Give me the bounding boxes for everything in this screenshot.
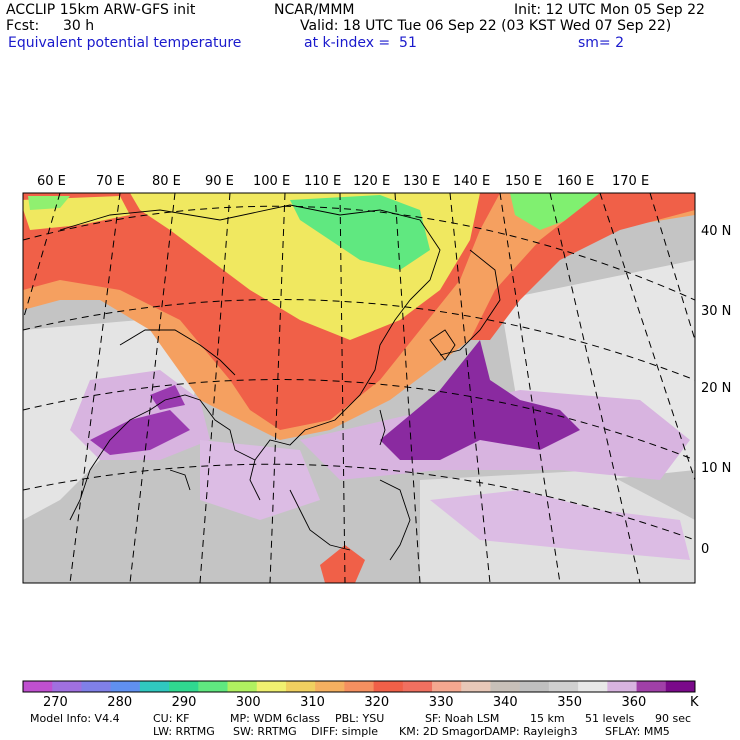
model-title: ACCLIP 15km ARW-GFS init xyxy=(6,2,196,18)
colorbar-swatch xyxy=(578,681,608,692)
lon-label: 140 E xyxy=(453,174,490,189)
colorbar-swatch xyxy=(256,681,287,692)
lon-label: 90 E xyxy=(205,174,234,189)
level-label: at k-index = 51 xyxy=(304,35,417,51)
light-purple-region xyxy=(430,490,690,560)
colorbar-swatch xyxy=(139,681,170,692)
dark-purple-region xyxy=(380,340,580,460)
smoothing-label: sm= 2 xyxy=(578,35,625,51)
colorbar-swatch xyxy=(665,681,696,692)
colorbar-swatch xyxy=(198,681,229,692)
colorbar-swatch xyxy=(315,681,345,692)
footer-model-info: Model Info: V4.4 xyxy=(30,712,120,725)
valid-time: Valid: 18 UTC Tue 06 Sep 22 (03 KST Wed … xyxy=(300,18,672,34)
footer-km: KM: 2D Smagor xyxy=(399,725,485,738)
colorbar-swatch xyxy=(461,681,491,692)
lon-label: 120 E xyxy=(353,174,390,189)
colorbar-tick-label: 360 xyxy=(622,695,647,710)
longitude-labels: 60 E 70 E 80 E 90 E 100 E 110 E 120 E 13… xyxy=(37,174,649,189)
lon-label: 170 E xyxy=(612,174,649,189)
forecast-label: Fcst: xyxy=(6,18,40,34)
colorbar-swatch xyxy=(23,681,53,692)
lat-label: 20 N xyxy=(701,381,731,396)
colorbar-unit: K xyxy=(690,695,699,710)
colorbar-swatch xyxy=(344,681,375,692)
colorbar-swatch xyxy=(373,681,404,692)
org-label: NCAR/MMM xyxy=(274,2,355,18)
footer-pbl: PBL: YSU xyxy=(335,712,385,725)
colorbar-tick-label: 350 xyxy=(557,695,582,710)
colorbar-swatch xyxy=(285,681,316,692)
lat-label: 0 xyxy=(701,542,709,557)
colorbar-swatch xyxy=(607,681,638,692)
green-region xyxy=(510,193,600,230)
colorbar-tick-label: 330 xyxy=(429,695,454,710)
colorbar-swatch xyxy=(81,681,112,692)
colorbar-tick-label: 300 xyxy=(236,695,261,710)
forecast-hour: 30 h xyxy=(63,18,95,34)
colorbar-swatch xyxy=(52,681,82,692)
lat-label: 10 N xyxy=(701,461,731,476)
lat-label: 30 N xyxy=(701,304,731,319)
green-region xyxy=(28,196,70,210)
map-field xyxy=(23,193,695,583)
colorbar-swatch xyxy=(169,681,199,692)
lon-label: 80 E xyxy=(152,174,181,189)
colorbar-swatch xyxy=(402,681,433,692)
footer-diff: DIFF: simple xyxy=(311,725,379,738)
dark-purple-region xyxy=(90,410,190,455)
coastlines xyxy=(59,204,501,561)
footer-levels: 51 levels xyxy=(585,712,635,725)
footer-mp: MP: WDM 6class xyxy=(230,712,320,725)
lon-label: 60 E xyxy=(37,174,66,189)
light-purple-region xyxy=(200,440,320,520)
colorbar-frame xyxy=(22,680,696,693)
lon-label: 130 E xyxy=(403,174,440,189)
lon-label: 100 E xyxy=(253,174,290,189)
latitude-labels: 40 N 30 N 20 N 10 N 0 xyxy=(701,224,731,557)
colorbar-tick-label: 280 xyxy=(107,695,132,710)
init-time: Init: 12 UTC Mon 05 Sep 22 xyxy=(514,2,705,18)
lon-label: 110 E xyxy=(304,174,341,189)
colorbar-swatch xyxy=(548,681,579,692)
graticule xyxy=(23,193,695,583)
footer-damp: DAMP: Rayleigh3 xyxy=(484,725,578,738)
map-frame xyxy=(22,192,696,584)
colorbar xyxy=(23,681,696,692)
footer-sw: SW: RRTMG xyxy=(233,725,297,738)
colorbar-swatch xyxy=(227,681,258,692)
footer-sflay: SFLAY: MM5 xyxy=(605,725,670,738)
lon-label: 150 E xyxy=(505,174,542,189)
footer-cu: CU: KF xyxy=(153,712,190,725)
colorbar-tick-label: 320 xyxy=(364,695,389,710)
colorbar-swatch xyxy=(519,681,550,692)
lon-label: 160 E xyxy=(557,174,594,189)
colorbar-tick-label: 270 xyxy=(43,695,68,710)
lat-label: 40 N xyxy=(701,224,731,239)
footer-resolution: 15 km xyxy=(530,712,565,725)
field-name: Equivalent potential temperature xyxy=(8,35,242,51)
colorbar-swatch xyxy=(110,681,141,692)
lon-label: 70 E xyxy=(96,174,125,189)
colorbar-tick-label: 310 xyxy=(300,695,325,710)
colorbar-swatch xyxy=(490,681,521,692)
red-region xyxy=(470,193,695,340)
colorbar-labels: 270 280 290 300 310 320 330 340 350 360 xyxy=(43,695,646,710)
colorbar-tick-label: 340 xyxy=(493,695,518,710)
colorbar-tick-label: 290 xyxy=(172,695,197,710)
footer-sf: SF: Noah LSM xyxy=(425,712,500,725)
colorbar-swatch xyxy=(432,681,462,692)
footer-timestep: 90 sec xyxy=(655,712,692,725)
footer-lw: LW: RRTMG xyxy=(153,725,215,738)
red-region xyxy=(320,545,365,583)
colorbar-swatch xyxy=(636,681,667,692)
